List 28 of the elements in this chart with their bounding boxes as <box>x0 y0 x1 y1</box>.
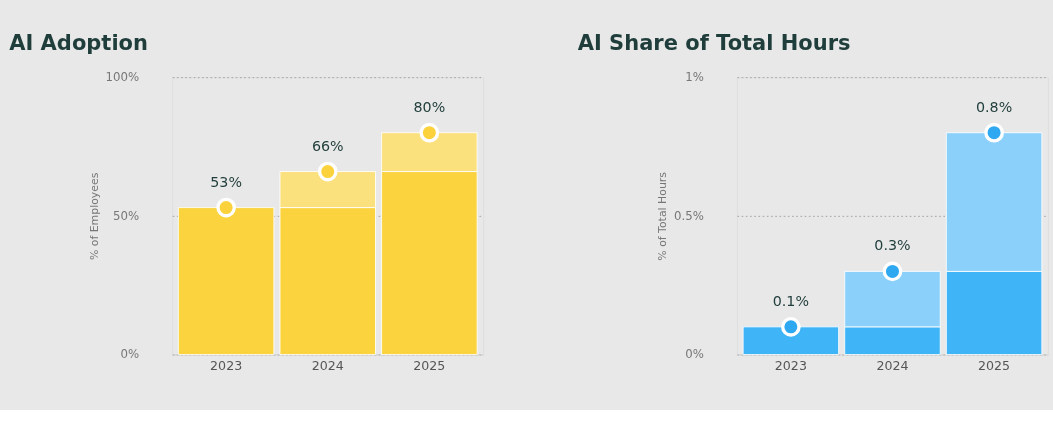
data-label: 0.8% <box>975 98 1013 115</box>
x-tick-label: 2023 <box>774 358 807 374</box>
y-axis-title: % of Total Hours <box>656 171 670 261</box>
x-tick-label: 2025 <box>413 358 446 374</box>
x-tick-label: 2024 <box>311 358 344 374</box>
point <box>882 261 903 282</box>
y-tick-label: 0% <box>685 347 704 362</box>
data-label: 66% <box>311 137 344 154</box>
x-tick-label: 2024 <box>876 358 909 374</box>
point <box>984 122 1004 143</box>
y-tick-label: 0% <box>120 347 140 362</box>
y-tick-label: 1% <box>685 70 704 85</box>
data-label: 80% <box>413 98 446 115</box>
y-tick-label: 100% <box>105 70 140 85</box>
x-tick-label: 2025 <box>978 358 1011 374</box>
y-tick-label: 50% <box>112 208 140 223</box>
y-axis-title: % of Employees <box>87 172 101 261</box>
point <box>781 317 801 337</box>
point <box>317 161 338 182</box>
chart-title: AI Share of Total Hours <box>577 31 851 56</box>
point <box>419 122 440 143</box>
x-tick-label: 2023 <box>210 358 243 374</box>
data-label: 0.1% <box>772 292 809 309</box>
data-label: 53% <box>210 173 242 190</box>
point <box>216 197 237 218</box>
chart-title: AI Adoption <box>9 31 148 56</box>
y-tick-label: 0.5% <box>673 208 704 223</box>
data-label: 0.3% <box>874 237 911 254</box>
